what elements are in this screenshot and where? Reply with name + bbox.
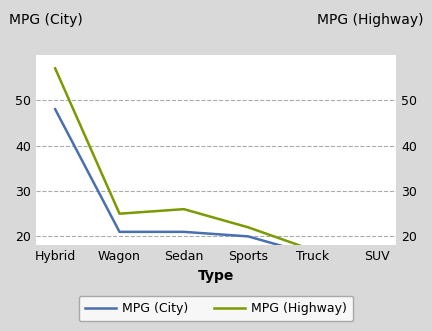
- Legend: MPG (City), MPG (Highway): MPG (City), MPG (Highway): [79, 296, 353, 321]
- Text: MPG (Highway): MPG (Highway): [317, 13, 423, 27]
- X-axis label: Type: Type: [198, 269, 234, 283]
- Text: MPG (City): MPG (City): [9, 13, 83, 27]
